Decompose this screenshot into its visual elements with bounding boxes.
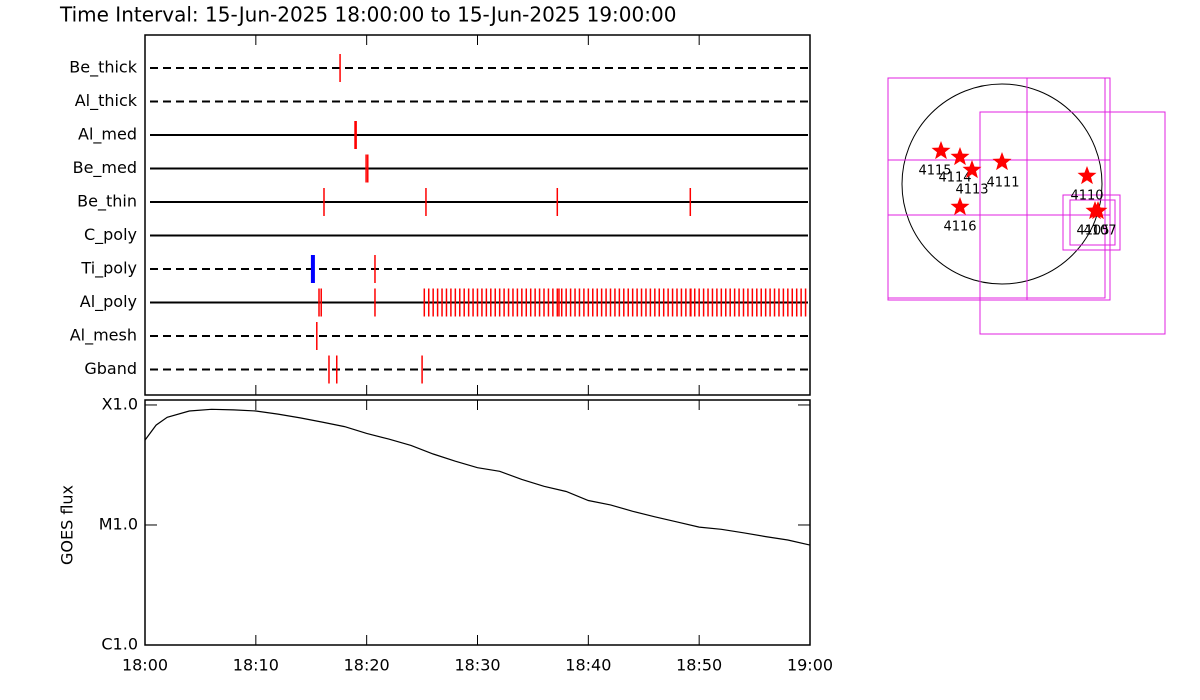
- x-tick-label: 18:00: [122, 656, 168, 675]
- row-label: Be_med: [73, 158, 137, 178]
- y-tick-label: X1.0: [102, 394, 138, 413]
- region-star: [1077, 166, 1097, 185]
- row-label: Al_poly: [80, 292, 137, 312]
- row-label: Be_thick: [69, 58, 137, 78]
- region-label: 4115: [918, 164, 951, 179]
- region-label: 4113: [955, 183, 988, 198]
- x-tick-label: 18:10: [233, 656, 279, 675]
- x-tick-label: 18:40: [565, 656, 611, 675]
- row-label: Ti_poly: [80, 259, 137, 279]
- fov-box: [1069, 199, 1116, 246]
- region-label: 4114: [938, 171, 971, 186]
- goes-curve: [144, 408, 811, 546]
- row-label: C_poly: [84, 225, 137, 245]
- goes-frame: [144, 399, 811, 646]
- row-label: Al_med: [78, 125, 137, 145]
- fov-box: [887, 77, 1106, 299]
- timeline-frame: [144, 34, 811, 396]
- row-label: Gband: [84, 359, 137, 378]
- y-tick-label: C1.0: [101, 635, 138, 654]
- region-star: [931, 141, 951, 160]
- x-tick-label: 18:30: [454, 656, 500, 675]
- region-star: [962, 160, 982, 179]
- region-label: 4105: [1076, 224, 1109, 239]
- y-axis-label: GOES flux: [58, 485, 77, 565]
- fov-box: [979, 111, 1166, 335]
- map: [887, 77, 1166, 335]
- region-star: [950, 147, 970, 166]
- region-star: [1088, 201, 1108, 220]
- x-tick-label: 18:20: [344, 656, 390, 675]
- region-label: 4107: [1083, 224, 1116, 239]
- row-label: Be_thin: [77, 192, 137, 212]
- y-tick-label: M1.0: [99, 514, 138, 533]
- region-label: 4111: [986, 176, 1019, 191]
- region-label: 4110: [1070, 189, 1103, 204]
- x-tick-label: 18:50: [676, 656, 722, 675]
- row-label: Al_thick: [75, 91, 138, 111]
- fov-box: [1062, 194, 1121, 251]
- region-star: [992, 152, 1012, 171]
- row-label: Al_mesh: [70, 326, 137, 346]
- region-label: 4116: [943, 220, 976, 235]
- title: Time Interval: 15-Jun-2025 18:00:00 to 1…: [59, 3, 676, 27]
- region-star: [950, 197, 970, 216]
- solar-disk: [901, 83, 1103, 285]
- x-tick-label: 19:00: [787, 656, 833, 675]
